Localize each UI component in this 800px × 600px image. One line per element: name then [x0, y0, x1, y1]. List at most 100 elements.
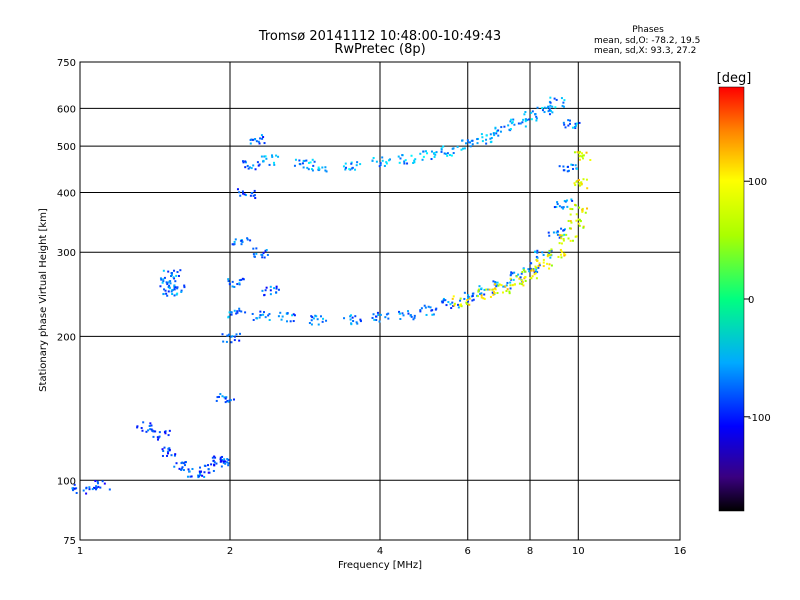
data-point: [412, 161, 415, 164]
data-point: [509, 277, 512, 280]
data-point: [562, 101, 565, 104]
data-point: [480, 296, 483, 299]
data-point: [356, 161, 359, 164]
data-point: [520, 279, 523, 282]
data-point: [233, 335, 236, 338]
data-point: [480, 133, 483, 136]
data-point: [188, 470, 191, 473]
data-point: [249, 239, 252, 242]
data-point: [302, 166, 305, 169]
data-point: [238, 282, 241, 285]
data-point: [480, 294, 483, 297]
data-point: [173, 465, 176, 468]
data-point: [221, 395, 224, 398]
y-tick-label: 500: [57, 142, 76, 153]
data-point: [163, 446, 166, 449]
x-tick-label: 1: [77, 546, 83, 557]
data-point: [568, 227, 571, 230]
data-point: [255, 247, 258, 250]
data-point: [459, 299, 462, 302]
data-point: [227, 400, 230, 403]
data-point: [537, 266, 540, 269]
data-point: [236, 311, 239, 314]
data-point: [373, 318, 376, 321]
data-point: [219, 456, 222, 459]
data-point: [519, 276, 522, 279]
data-point: [371, 316, 374, 319]
data-point: [442, 299, 445, 302]
data-point: [546, 262, 549, 265]
data-point: [343, 317, 346, 320]
data-point: [383, 164, 386, 167]
data-point: [571, 164, 574, 167]
data-point: [567, 169, 570, 172]
data-point: [563, 252, 566, 255]
data-point: [224, 397, 227, 400]
data-point: [344, 168, 347, 171]
data-point: [238, 307, 241, 310]
phase-info-x: mean, sd,X: 93.3, 27.2: [594, 46, 696, 56]
data-point: [199, 470, 202, 473]
data-point: [562, 165, 565, 168]
data-point: [244, 311, 247, 314]
data-point: [541, 106, 544, 109]
data-point: [505, 284, 508, 287]
data-point: [502, 285, 505, 288]
data-point: [221, 458, 224, 461]
data-point: [258, 163, 261, 166]
data-point: [490, 137, 493, 140]
data-point: [564, 200, 567, 203]
data-point: [260, 253, 263, 256]
data-point: [589, 159, 592, 162]
data-point: [524, 270, 527, 273]
data-point: [164, 432, 167, 435]
data-point: [568, 122, 571, 125]
data-point: [170, 273, 173, 276]
data-point: [168, 448, 171, 451]
data-point: [355, 164, 358, 167]
data-point: [580, 155, 583, 158]
data-point: [399, 157, 402, 160]
data-point: [536, 251, 539, 254]
data-point: [479, 293, 482, 296]
data-point: [580, 181, 583, 184]
data-point: [381, 159, 384, 162]
data-point: [259, 314, 262, 317]
data-point: [523, 277, 526, 280]
data-point: [521, 281, 524, 284]
x-tick-label: 4: [377, 546, 383, 557]
data-point: [512, 118, 515, 121]
data-point: [171, 288, 174, 291]
data-point: [223, 396, 226, 399]
data-point: [433, 151, 436, 154]
y-tick-label: 600: [57, 104, 76, 115]
data-point: [442, 297, 445, 300]
data-point: [547, 110, 550, 113]
data-point: [576, 151, 579, 154]
data-point: [161, 448, 164, 451]
data-point: [159, 277, 162, 280]
data-point: [85, 486, 88, 489]
data-point: [182, 462, 185, 465]
data-point: [376, 311, 379, 314]
data-point: [560, 206, 563, 209]
data-point: [574, 125, 577, 128]
data-point: [573, 182, 576, 185]
data-point: [269, 289, 272, 292]
data-point: [567, 119, 570, 122]
data-point: [231, 243, 234, 246]
data-point: [239, 194, 242, 197]
data-point: [213, 464, 216, 467]
data-point: [150, 428, 153, 431]
data-point: [254, 197, 257, 200]
data-point: [291, 314, 294, 317]
data-point: [476, 142, 479, 145]
data-point: [268, 318, 271, 321]
data-point: [170, 272, 173, 275]
data-point: [378, 320, 381, 323]
data-point: [492, 280, 495, 283]
data-point: [269, 285, 272, 288]
data-point: [180, 289, 183, 292]
data-point: [562, 105, 565, 108]
data-point: [489, 295, 492, 298]
